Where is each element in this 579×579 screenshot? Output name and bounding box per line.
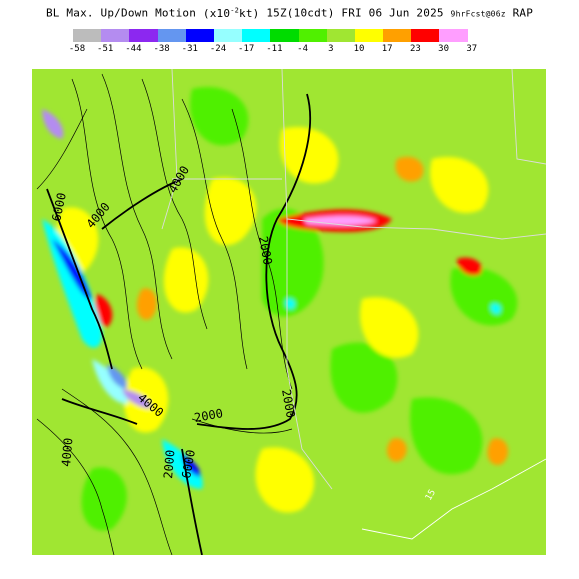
- title-forecast-hour: 9hrFcst@06z: [450, 9, 506, 19]
- yellow-patch: [255, 447, 315, 513]
- motion-map: 6000 4000 4000 2000 2000 2000 4000 2000 …: [32, 69, 546, 555]
- color-swatch: [411, 29, 440, 42]
- color-scale-tick: -17: [238, 44, 255, 54]
- cyan-band: [92, 359, 128, 404]
- color-scale-tick: 30: [438, 44, 450, 54]
- color-swatch: [298, 29, 327, 42]
- title-variable: BL Max. Up/Down Motion: [45, 6, 197, 20]
- title-units: (x10-2kt): [202, 6, 260, 20]
- cyan-patch: [490, 303, 501, 314]
- green-patch: [410, 397, 483, 475]
- contour-label: 4000: [59, 437, 75, 467]
- color-scale-tick: -31: [181, 44, 198, 54]
- color-swatch: [242, 29, 271, 42]
- color-swatch: [213, 29, 243, 42]
- yellow-patch: [360, 297, 419, 358]
- green-patch: [450, 267, 518, 326]
- shore-label: 15: [424, 488, 438, 502]
- color-scale-tick: -24: [209, 44, 227, 54]
- color-swatch: [129, 29, 158, 42]
- contour-6000-s: [181, 448, 203, 555]
- green-patch: [330, 342, 398, 413]
- color-scale-tick: 23: [409, 44, 421, 54]
- yellow-patch: [430, 157, 489, 213]
- color-scale-tick: -38: [153, 44, 170, 54]
- color-swatch: [383, 29, 412, 42]
- orange-patch: [136, 288, 157, 320]
- color-swatch: [439, 29, 468, 42]
- state-borders: [161, 69, 546, 540]
- yellow-patch: [163, 247, 209, 313]
- color-scale-tick: -44: [125, 44, 142, 54]
- orange-patch: [487, 438, 509, 465]
- color-scale-tick: -11: [266, 44, 283, 54]
- contour-label: 2000: [279, 388, 298, 419]
- blue-band: [107, 364, 127, 389]
- color-scale-tick: 37: [466, 44, 478, 54]
- map-title: BL Max. Up/Down Motion (x10-2kt) 15Z(10c…: [0, 6, 579, 20]
- color-swatch: [157, 29, 186, 42]
- green-patch: [190, 87, 249, 146]
- yellow-patch: [280, 127, 339, 184]
- contour-2000: [196, 93, 311, 430]
- color-scale-ticks: -58 -51 -44 -38 -31 -24 -17 -11 -4 3 10 17 23 30 37: [0, 44, 579, 56]
- contour-label: 6000: [49, 191, 69, 222]
- blue-band: [182, 454, 201, 477]
- red-band: [95, 294, 113, 327]
- color-scale-tick: -51: [97, 44, 114, 54]
- green-patch: [262, 208, 324, 317]
- color-scale-tick: -58: [68, 44, 86, 54]
- contour-labels: 6000 4000 4000 2000 2000 2000 4000 2000 …: [49, 163, 438, 502]
- color-scale-tick: 10: [353, 44, 365, 54]
- orange-patch: [395, 156, 424, 182]
- contour-label: 2000: [161, 449, 177, 479]
- green-patch: [81, 467, 127, 531]
- cyan-band: [42, 219, 103, 348]
- color-scale-tick: 3: [328, 44, 334, 54]
- color-scale-tick: -4: [297, 44, 309, 54]
- color-swatch: [326, 29, 355, 42]
- cyan-patch: [285, 298, 295, 309]
- purple-strip: [122, 389, 151, 409]
- field-patches: [42, 87, 518, 531]
- color-scale: [73, 29, 468, 42]
- contour-label: 2000: [256, 235, 275, 266]
- title-model: RAP: [512, 6, 534, 20]
- contour-6000: [46, 188, 113, 370]
- red-band: [457, 257, 482, 276]
- orange-patch: [386, 438, 407, 462]
- contour-4000: [101, 178, 183, 230]
- color-swatch: [185, 29, 214, 42]
- color-swatch: [354, 29, 384, 42]
- color-swatch: [73, 29, 102, 42]
- color-scale-tick: 17: [381, 44, 393, 54]
- contour-4000-s: [61, 398, 138, 425]
- color-swatch: [270, 29, 299, 42]
- contour-label: 2000: [193, 406, 224, 425]
- contour-label: 6000: [179, 449, 198, 480]
- purple-strip: [42, 109, 64, 139]
- title-valid-time: 15Z(10cdt) FRI 06 Jun 2025: [266, 6, 444, 20]
- color-swatch: [101, 29, 130, 42]
- bold-contours: [46, 93, 311, 555]
- cyan-band: [162, 439, 203, 489]
